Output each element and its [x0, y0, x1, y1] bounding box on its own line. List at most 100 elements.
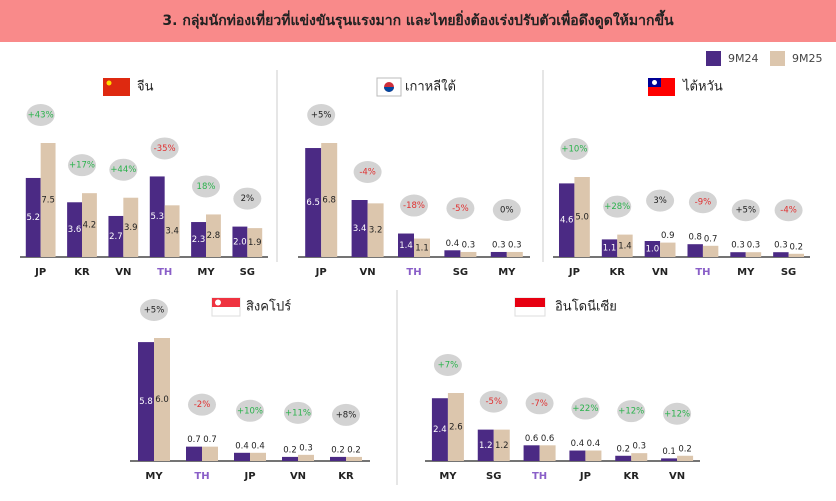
bar	[493, 429, 510, 461]
change-badge	[560, 138, 589, 160]
value-label: 0.2	[347, 445, 361, 455]
header-bar	[0, 0, 836, 42]
bar	[702, 245, 719, 257]
bar	[601, 239, 618, 257]
change-badge	[307, 104, 336, 126]
bar	[305, 148, 322, 257]
change-badge	[109, 158, 138, 181]
flag-korea	[376, 77, 402, 97]
value-label: 0.3	[747, 241, 761, 251]
bar	[282, 456, 298, 461]
x-tick-label: JP	[568, 267, 580, 278]
value-label: 0.3	[774, 241, 788, 251]
value-label: 2.3	[192, 235, 206, 245]
x-tick-label: SG	[781, 267, 796, 278]
value-label: 1.9	[248, 238, 262, 248]
x-tick-label: MY	[197, 267, 215, 278]
change-badge	[188, 393, 216, 416]
value-label: 0.3	[508, 240, 522, 250]
change-label: 3%	[653, 196, 667, 206]
chart-title: อินโดนีเซีย	[555, 299, 617, 315]
x-tick-label: TH	[532, 471, 547, 482]
bar	[346, 456, 362, 461]
bar	[206, 214, 221, 257]
change-label: +44%	[110, 165, 136, 175]
value-label: 2.4	[433, 425, 447, 435]
bar	[569, 450, 586, 461]
value-label: 0.4	[587, 439, 601, 449]
flag-indonesia	[514, 297, 546, 317]
value-label: 0.2	[790, 242, 804, 252]
x-tick-label: MY	[737, 267, 755, 278]
change-label: 2%	[241, 194, 255, 204]
chart-title: สิงคโปร์	[246, 299, 291, 315]
value-label: 0.3	[492, 240, 506, 250]
value-label: 1.2	[495, 441, 509, 451]
bar	[431, 398, 448, 461]
value-label: 1.1	[415, 243, 429, 253]
value-label: 3.4	[165, 227, 179, 237]
value-label: 4.6	[560, 216, 574, 226]
change-badge	[140, 299, 168, 321]
bar	[247, 228, 263, 257]
change-label: -5%	[452, 204, 469, 214]
change-label: +7%	[438, 361, 459, 371]
change-label: -4%	[359, 168, 376, 178]
value-label: 2.0	[233, 237, 247, 247]
value-label: 0.6	[525, 434, 539, 444]
value-label: 3.9	[124, 223, 138, 233]
value-label: 1.1	[603, 244, 617, 254]
bar	[250, 452, 266, 461]
change-badge	[663, 402, 692, 425]
change-badge	[284, 401, 312, 424]
change-label: +5%	[144, 306, 165, 316]
bar	[191, 222, 206, 257]
bar	[677, 455, 694, 461]
value-label: 5.3	[150, 212, 164, 222]
bar	[574, 177, 590, 257]
bar	[631, 453, 648, 461]
value-label: 5.0	[575, 213, 589, 223]
value-label: 0.4	[571, 439, 585, 449]
x-tick-label: JP	[315, 267, 327, 278]
value-label: 0.8	[688, 233, 702, 243]
bar	[164, 205, 180, 257]
value-label: 0.3	[632, 442, 646, 452]
bar	[414, 238, 430, 257]
bar	[617, 234, 633, 257]
x-tick-label: TH	[695, 267, 710, 278]
change-badge	[353, 161, 382, 183]
change-badge	[150, 137, 179, 160]
x-tick-label: VN	[652, 267, 668, 278]
x-tick-label: JP	[34, 267, 46, 278]
chart-title: ไต้หวัน	[682, 79, 723, 95]
value-label: 1.0	[646, 245, 660, 255]
change-label: +11%	[285, 408, 311, 418]
value-label: 2.7	[109, 232, 123, 242]
change-badge	[603, 195, 632, 218]
x-tick-label: KR	[74, 267, 90, 278]
x-tick-label: JP	[243, 471, 255, 482]
value-label: 6.0	[155, 395, 169, 405]
value-label: 0.7	[704, 234, 718, 244]
bar	[67, 202, 82, 257]
change-label: +22%	[572, 404, 598, 414]
x-tick-label: SG	[240, 267, 255, 278]
bar	[660, 242, 676, 257]
value-label: 1.4	[399, 241, 413, 251]
value-label: 3.2	[369, 226, 383, 236]
change-badge	[617, 400, 646, 423]
chart-title: จีน	[137, 79, 154, 95]
bar	[138, 342, 154, 461]
change-badge	[774, 199, 803, 222]
chart-title: เกาหลีใต้	[405, 79, 456, 95]
x-tick-label: VN	[669, 471, 685, 482]
legend-swatch	[706, 51, 721, 66]
change-badge	[525, 392, 554, 415]
bar	[82, 193, 97, 257]
value-label: 5.8	[139, 397, 153, 407]
change-badge	[192, 175, 220, 198]
change-label: -9%	[695, 198, 712, 208]
value-label: 0.2	[678, 444, 692, 454]
